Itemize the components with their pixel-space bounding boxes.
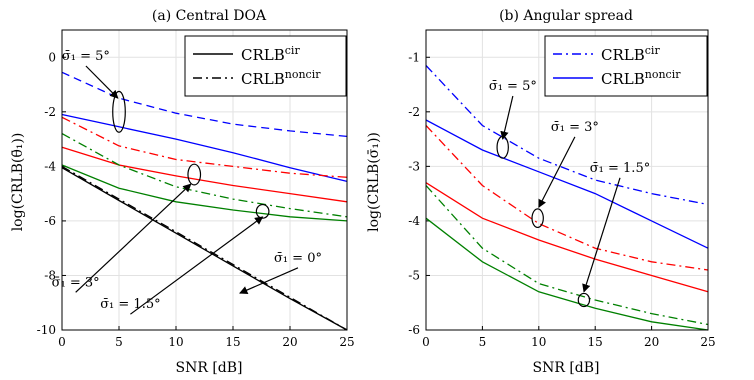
annotation-label: σ̄₁ = 0° (274, 251, 322, 266)
y-axis-label: log(CRLB(σ̄₁)) (366, 132, 382, 232)
x-tick-label: 20 (644, 335, 659, 349)
y-tick-label: -10 (37, 323, 56, 337)
series-line (61, 146, 348, 203)
x-tick-label: 10 (531, 335, 546, 349)
y-tick-label: -4 (408, 214, 420, 228)
legend: CRLBcir CRLBnoncir (544, 35, 708, 97)
y-tick-label: -2 (408, 105, 420, 119)
y-tick-label: -2 (44, 105, 56, 119)
y-tick-label: -6 (44, 214, 56, 228)
legend-label: CRLBnoncir (601, 68, 681, 88)
axes-frame (61, 29, 348, 331)
series-line (61, 164, 348, 222)
axes-frame (425, 29, 709, 331)
annotation-arrow (75, 183, 192, 293)
series-line (61, 167, 348, 331)
series-line (425, 65, 709, 206)
annotation-ellipse (496, 135, 509, 159)
annotation-label: σ̄₁ = 5° (489, 79, 537, 94)
y-tick-label: -6 (408, 323, 420, 337)
plot-area: 0 5 10 15 20 25 -6 -5 -4 -3 -2 -1 σ̄₁ = 5° σ̄₁ = 3° σ̄… (408, 29, 716, 349)
legend-label: CRLBcir (601, 44, 660, 64)
series-line (425, 119, 709, 249)
legend-box (544, 35, 708, 97)
annotation-arrow (130, 216, 264, 315)
x-tick-label: 5 (115, 335, 123, 349)
x-tick-label: 25 (700, 335, 715, 349)
x-tick-label: 15 (588, 335, 603, 349)
annotation-label: σ̄₁ = 1.5° (590, 161, 650, 176)
annotation-ellipse (112, 90, 126, 133)
annotation-arrow (85, 65, 119, 99)
y-axis-label: log(CRLB(θ̄₁)) (10, 133, 26, 232)
x-axis-label: SNR [dB] (532, 360, 599, 376)
series-line (425, 217, 709, 331)
annotation-ellipse (255, 203, 270, 219)
annotation-arrow (582, 177, 621, 293)
y-tick-label: -3 (408, 159, 420, 173)
legend: CRLBcir CRLBnoncir (184, 35, 347, 97)
series-line (425, 125, 709, 271)
series-line (61, 71, 348, 138)
annotation-ellipse (187, 163, 202, 186)
annotation-label: σ̄₁ = 5° (62, 49, 110, 64)
x-tick-label: 20 (282, 335, 297, 349)
x-axis-label: SNR [dB] (175, 360, 242, 376)
series-line (61, 113, 348, 183)
x-tick-label: 10 (168, 335, 183, 349)
legend-label: CRLBcir (241, 44, 300, 64)
panel-angular-spread: (b) Angular spread 0 5 10 15 20 25 -6 -5 -4 -3 -2 -… (366, 8, 716, 376)
series-line (61, 165, 348, 331)
x-tick-label: 15 (225, 335, 240, 349)
series-line (61, 116, 348, 178)
y-tick-label: -1 (408, 50, 420, 64)
legend-label: CRLBnoncir (241, 68, 321, 88)
chart-title: (a) Central DOA (152, 8, 267, 24)
annotation-arrow (500, 95, 514, 140)
plot-area: 0 5 10 15 20 25-10-8-6-4-20 σ̄₁ = 5°σ̄₁ = 3°σ̄… (37, 29, 355, 349)
y-tick-label: -5 (408, 268, 420, 282)
x-tick-label: 0 (422, 335, 430, 349)
annotation-label: σ̄₁ = 3° (551, 120, 599, 135)
series-line (425, 182, 709, 293)
annotation-ellipse (577, 292, 591, 308)
y-tick-label: -4 (44, 159, 56, 173)
annotation-ellipse (531, 208, 544, 229)
annotation-label: σ̄₁ = 1.5° (100, 297, 160, 312)
y-tick-label: -8 (44, 268, 56, 282)
panel-central-doa: (a) Central DOA 0 5 10 15 20 25 -10 -8 -6 -4 -2 0 σ̄… (10, 8, 355, 376)
series-line (425, 185, 709, 326)
x-tick-label: 25 (339, 335, 354, 349)
x-tick-label: 5 (479, 335, 487, 349)
x-tick-label: 0 (58, 335, 66, 349)
annotation-label: σ̄₁ = 3° (52, 275, 100, 290)
y-tick-label: 0 (48, 50, 56, 64)
chart-title: (b) Angular spread (499, 8, 633, 24)
series-line (61, 133, 348, 218)
annotation-arrow (538, 136, 576, 209)
legend-box (184, 35, 347, 97)
annotation-arrow (239, 267, 299, 295)
